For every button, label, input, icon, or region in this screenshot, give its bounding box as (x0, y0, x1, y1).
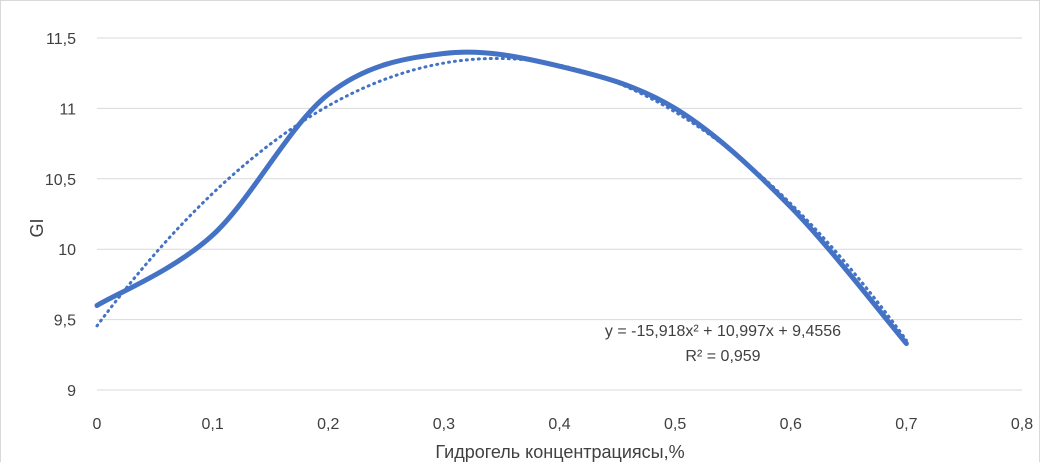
gridlines (97, 37, 1022, 391)
x-tick-label: 0,3 (433, 416, 455, 433)
x-tick-label: 0,6 (780, 416, 802, 433)
x-tick-label: 0,8 (1011, 416, 1033, 433)
series-group (94, 49, 909, 347)
trendline-group (95, 56, 908, 342)
x-tick-label: 0 (93, 416, 102, 433)
x-tick-label: 0,1 (202, 416, 224, 433)
y-tick-label: 11 (59, 101, 76, 118)
x-tick-label: 0,5 (664, 416, 686, 433)
y-axis-ticks: 9 9,5 10 10,5 11 11,5 (45, 31, 76, 400)
y-tick-label: 9,5 (54, 313, 76, 330)
y-tick-label: 9 (67, 383, 76, 400)
x-tick-label: 0,7 (895, 416, 917, 433)
trendline-path (95, 56, 908, 342)
y-tick-label: 10,5 (45, 172, 76, 189)
x-tick-label: 0,4 (548, 416, 570, 433)
x-axis-title: Гидрогель концентрациясы,% (435, 442, 684, 462)
x-tick-label: 0,2 (317, 416, 339, 433)
trendline-equation: y = -15,918x² + 10,997x + 9,4556 (605, 323, 841, 340)
y-tick-label: 11,5 (46, 31, 76, 48)
trendline-r-squared: R² = 0,959 (685, 348, 760, 365)
y-tick-label: 10 (58, 242, 76, 259)
y-axis-title: GI (27, 218, 47, 237)
x-axis-ticks: 0 0,1 0,2 0,3 0,4 0,5 0,6 0,7 0,8 (93, 416, 1034, 433)
series-line (94, 49, 909, 347)
